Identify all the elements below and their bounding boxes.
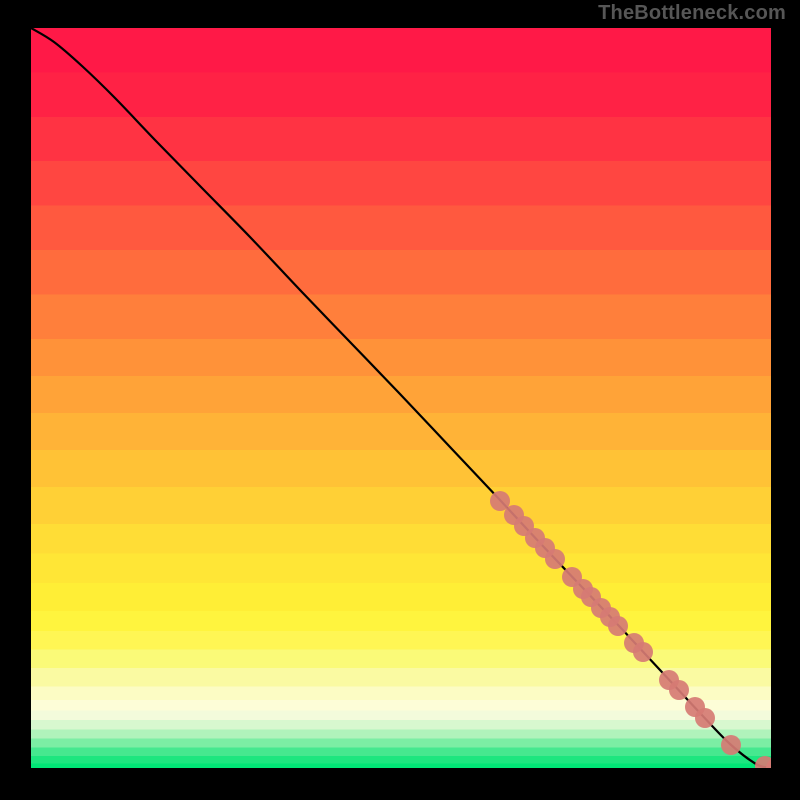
plot-background bbox=[31, 28, 771, 768]
attribution-label: TheBottleneck.com bbox=[598, 2, 786, 25]
data-marker bbox=[669, 680, 689, 700]
data-marker bbox=[608, 616, 628, 636]
data-marker bbox=[695, 708, 715, 728]
data-marker bbox=[633, 642, 653, 662]
data-marker bbox=[755, 756, 775, 776]
bottleneck-chart bbox=[0, 0, 800, 800]
data-marker bbox=[545, 549, 565, 569]
data-marker bbox=[766, 758, 786, 778]
data-marker bbox=[721, 735, 741, 755]
chart-frame: TheBottleneck.com bbox=[0, 0, 800, 800]
